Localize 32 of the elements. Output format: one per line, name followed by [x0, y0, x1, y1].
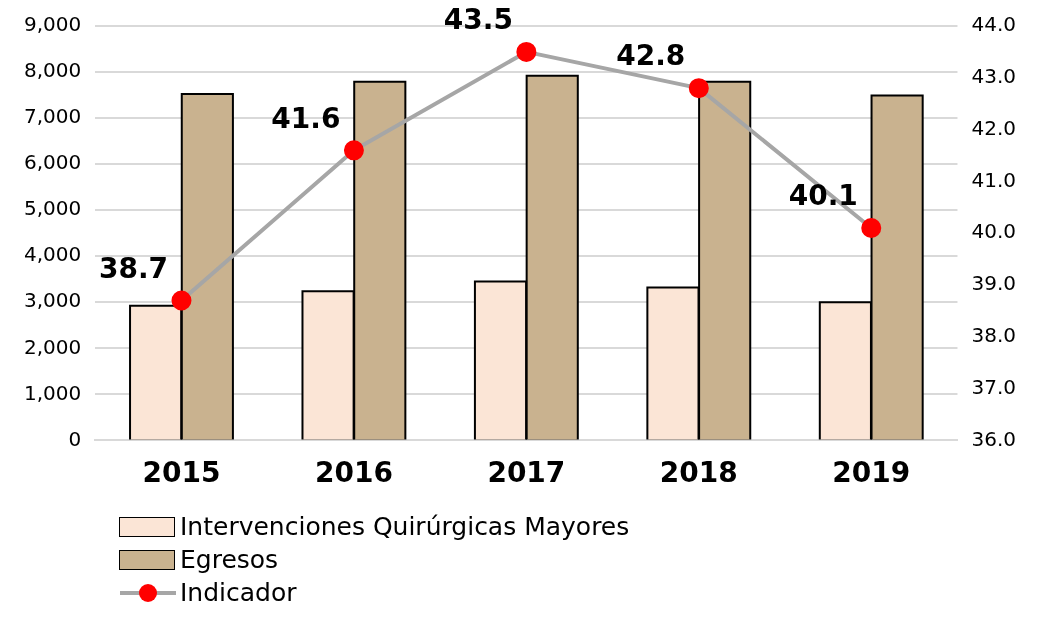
- legend-label: Intervenciones Quirúrgicas Mayores: [180, 511, 630, 543]
- legend-label: Indicador: [180, 577, 297, 609]
- legend-label: Egresos: [180, 544, 279, 576]
- y2-tick-label: 40.0: [971, 219, 1016, 244]
- data-label: 41.6: [271, 101, 341, 135]
- y2-tick-label: 37.0: [971, 374, 1016, 399]
- y-tick-label: 5,000: [23, 196, 82, 221]
- y-tick-label: 8,000: [23, 58, 82, 83]
- y-tick-label: 2,000: [23, 334, 82, 359]
- y-tick-label: 1,000: [23, 380, 82, 405]
- x-tick-label: 2015: [142, 456, 221, 490]
- y2-tick-label: 44.0: [971, 12, 1016, 37]
- x-tick-label: 2016: [314, 456, 393, 490]
- data-label: 40.1: [788, 179, 858, 213]
- y2-tick-label: 38.0: [971, 323, 1016, 347]
- data-label: 42.8: [616, 39, 686, 73]
- x-tick-label: 2019: [832, 456, 911, 490]
- y2-tick-label: 43.0: [971, 64, 1016, 88]
- y2-tick-label: 42.0: [971, 115, 1016, 140]
- y2-tick-label: 39.0: [971, 271, 1016, 296]
- y2-tick-label: 36.0: [971, 426, 1016, 451]
- y-tick-label: 0: [68, 426, 82, 451]
- y-tick-label: 4,000: [23, 242, 82, 267]
- x-tick-label: 2018: [659, 456, 738, 490]
- y-tick-label: 3,000: [23, 288, 82, 313]
- y2-tick-label: 41.0: [971, 167, 1016, 192]
- x-tick-label: 2017: [487, 456, 566, 490]
- y-tick-label: 7,000: [23, 104, 82, 129]
- data-label: 43.5: [443, 3, 513, 37]
- y-tick-label: 6,000: [23, 150, 82, 175]
- y-tick-label: 9,000: [23, 12, 82, 37]
- data-label: 38.7: [98, 251, 169, 285]
